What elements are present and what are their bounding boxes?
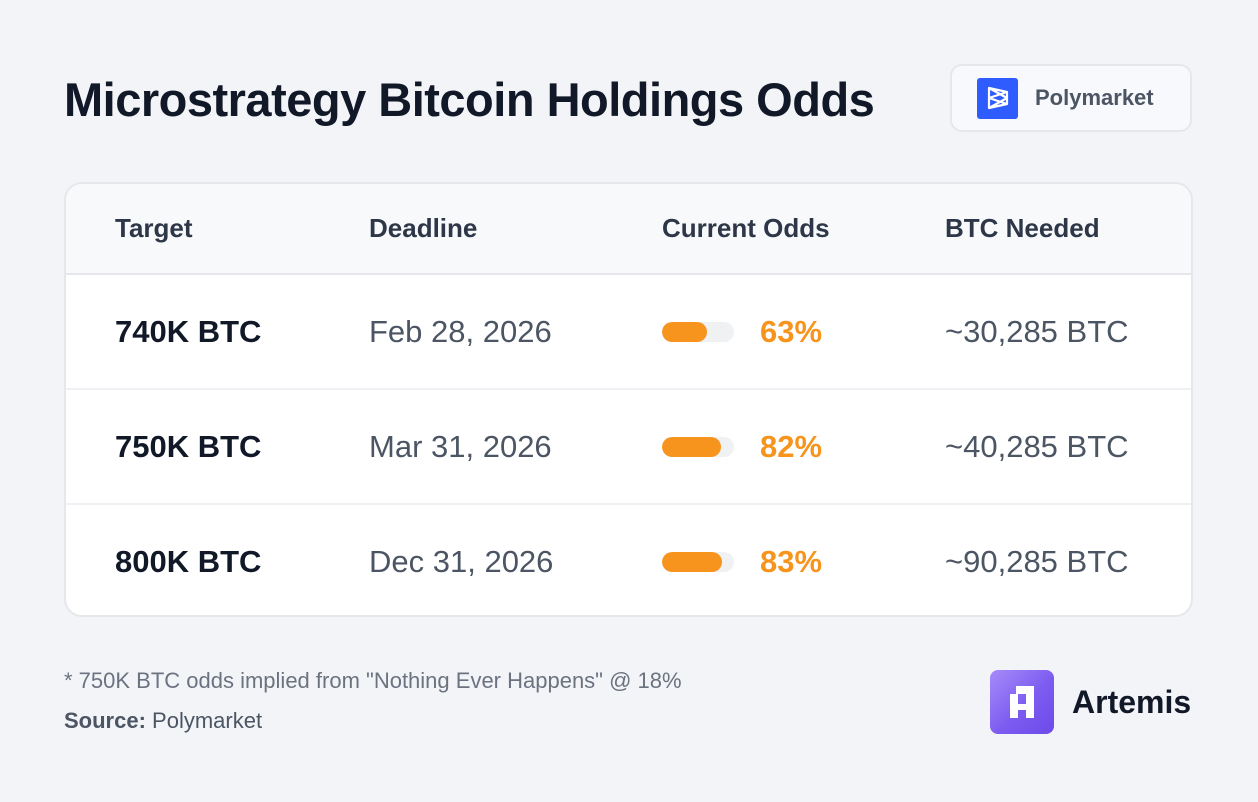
odds-bar-fill xyxy=(662,321,708,342)
page-title: Microstrategy Bitcoin Holdings Odds xyxy=(64,73,875,126)
badge-label: Polymarket xyxy=(1035,85,1154,110)
table-row: 750K BTC Mar 31, 2026 82% ~40,285 BTC xyxy=(66,390,1191,505)
polymarket-logo-icon xyxy=(977,77,1018,119)
odds-cell: 63% xyxy=(662,275,822,388)
source-value: Polymarket xyxy=(152,708,263,733)
odds-cell: 82% xyxy=(662,390,822,503)
artemis-brand[interactable]: Artemis xyxy=(990,670,1191,734)
table-row: 800K BTC Dec 31, 2026 83% ~90,285 BTC xyxy=(66,505,1191,615)
target-cell: 800K BTC xyxy=(115,543,262,579)
odds-bar xyxy=(662,551,734,572)
odds-bar-fill xyxy=(662,436,722,457)
artemis-logo-icon xyxy=(990,670,1054,734)
btc-needed-cell: ~40,285 BTC xyxy=(945,428,1129,464)
source-line: Source: Polymarket xyxy=(64,708,262,734)
odds-cell: 83% xyxy=(662,505,823,615)
header-btc-needed: BTC Needed xyxy=(945,213,1100,243)
odds-bar xyxy=(662,321,734,342)
deadline-cell: Feb 28, 2026 xyxy=(369,313,552,349)
deadline-cell: Mar 31, 2026 xyxy=(369,428,552,464)
odds-value: 82% xyxy=(760,428,823,464)
target-cell: 740K BTC xyxy=(115,313,262,349)
header-deadline: Deadline xyxy=(369,213,478,243)
odds-table: Target Deadline Current Odds BTC Needed … xyxy=(64,182,1193,617)
table-header: Target Deadline Current Odds BTC Needed xyxy=(66,184,1191,275)
odds-bar-fill xyxy=(662,551,722,572)
table-row: 740K BTC Feb 28, 2026 63% ~30,285 BTC xyxy=(66,275,1191,390)
target-cell: 750K BTC xyxy=(115,428,262,464)
btc-needed-cell: ~30,285 BTC xyxy=(945,313,1129,349)
header-current-odds: Current Odds xyxy=(662,213,830,243)
artemis-label: Artemis xyxy=(1072,683,1192,720)
odds-value: 63% xyxy=(760,313,823,349)
odds-bar xyxy=(662,436,734,457)
btc-needed-cell: ~90,285 BTC xyxy=(945,543,1129,579)
header-target: Target xyxy=(115,213,193,243)
footnote: * 750K BTC odds implied from "Nothing Ev… xyxy=(64,668,682,693)
polymarket-badge[interactable]: Polymarket xyxy=(950,64,1192,132)
deadline-cell: Dec 31, 2026 xyxy=(369,543,554,579)
odds-value: 83% xyxy=(760,543,823,579)
source-label: Source: xyxy=(64,708,146,733)
